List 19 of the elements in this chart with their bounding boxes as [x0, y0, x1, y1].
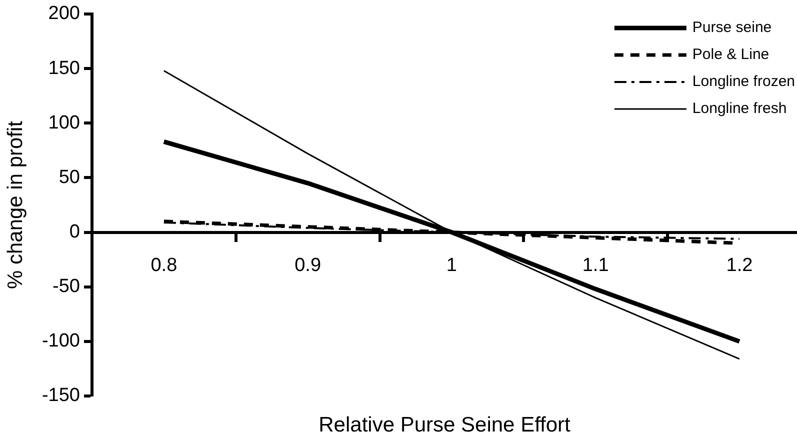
y-tick-label: -100	[42, 330, 80, 352]
legend-label: Purse seine	[692, 19, 772, 36]
y-axis-title: % change in profit	[4, 120, 27, 290]
legend-label: Longline fresh	[692, 100, 787, 118]
x-tick-label: 0.9	[294, 254, 322, 276]
y-tick-label: 150	[48, 58, 80, 79]
y-tick-label: 50	[58, 166, 80, 188]
x-tick-label: 0.8	[150, 254, 178, 276]
y-tick-label: 100	[48, 112, 80, 134]
x-axis-title: Relative Purse Seine Effort	[318, 413, 571, 436]
x-tick-label: 1.1	[582, 254, 609, 276]
x-tick-label: 1	[446, 254, 457, 276]
legend-label: Pole & Line	[692, 46, 770, 64]
y-tick-label: -150	[42, 385, 80, 406]
x-tick-label: 1.2	[726, 254, 753, 276]
legend-label: Longline frozen	[692, 73, 795, 90]
y-tick-label: 200	[48, 3, 80, 24]
y-tick-label: 0	[69, 222, 80, 243]
y-tick-label: -50	[52, 276, 80, 298]
